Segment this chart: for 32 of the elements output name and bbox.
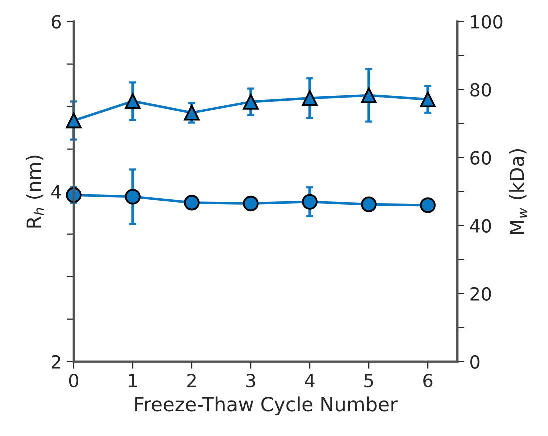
y2-tick-label: 20 bbox=[470, 287, 492, 301]
y2-tick-label: 0 bbox=[470, 355, 480, 369]
point bbox=[184, 195, 200, 211]
x-tick-label: 4 bbox=[305, 374, 315, 388]
x-tick-label: 3 bbox=[246, 374, 256, 388]
x-axis-title: Freeze-Thaw Cycle Number bbox=[136, 396, 398, 416]
point bbox=[361, 196, 377, 212]
point bbox=[243, 196, 259, 212]
y-tick-label: 2 bbox=[52, 355, 60, 369]
y-tick-label: 6 bbox=[52, 15, 62, 29]
point bbox=[243, 94, 259, 110]
y2-tick-label: 80 bbox=[470, 83, 492, 97]
y2-tick-label: 100 bbox=[471, 15, 503, 29]
point bbox=[184, 105, 200, 121]
x-tick-label: 2 bbox=[188, 374, 196, 388]
point bbox=[361, 88, 377, 104]
point bbox=[302, 90, 318, 106]
point bbox=[125, 189, 141, 205]
point bbox=[66, 112, 82, 129]
x-tick-label: 0 bbox=[69, 374, 79, 388]
y2-axis-title: M$_{w}$ (kDa) bbox=[509, 150, 528, 234]
x-tick-label: 6 bbox=[424, 374, 433, 388]
point bbox=[125, 94, 141, 110]
x-tick-label: 1 bbox=[129, 374, 138, 388]
y2-tick-label: 60 bbox=[470, 151, 492, 165]
x-tick-label: 5 bbox=[364, 374, 374, 388]
y-axis-title: R$_{h}$ (nm) bbox=[26, 156, 44, 228]
point bbox=[302, 194, 318, 210]
point bbox=[420, 92, 436, 108]
point bbox=[420, 198, 436, 214]
y2-tick-label: 40 bbox=[470, 219, 492, 233]
y-tick-label: 4 bbox=[52, 186, 62, 199]
